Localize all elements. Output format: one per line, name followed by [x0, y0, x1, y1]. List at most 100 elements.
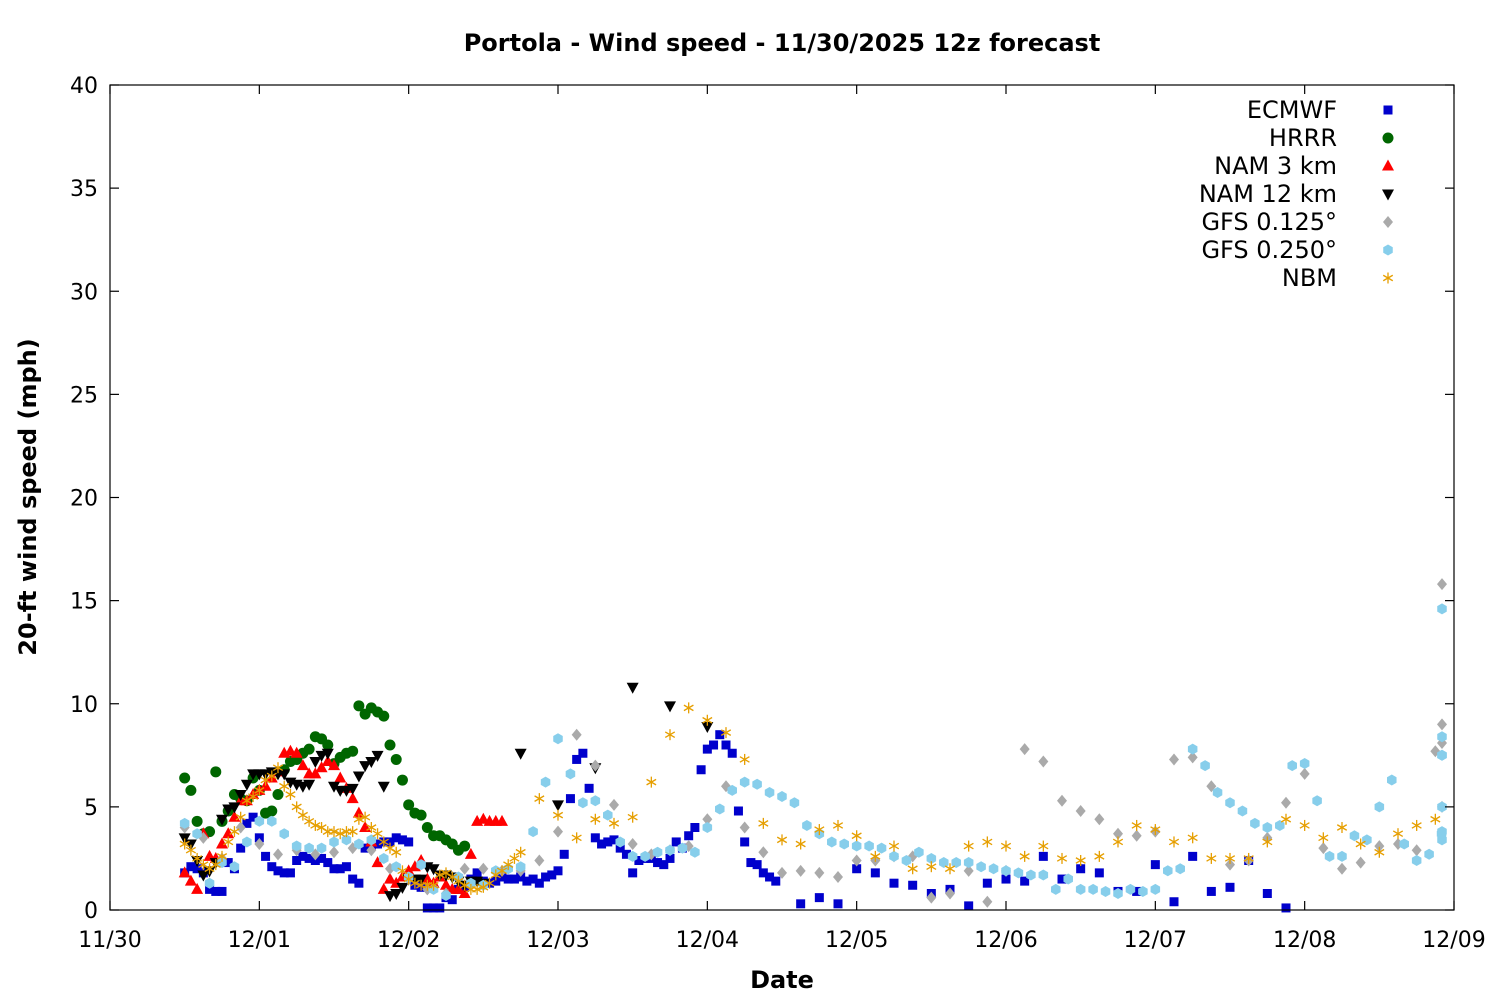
data-point — [347, 745, 359, 757]
data-point — [378, 836, 389, 848]
data-point — [421, 872, 434, 884]
data-point — [1212, 786, 1223, 798]
data-point — [267, 815, 277, 827]
data-point — [1324, 850, 1335, 862]
data-point — [285, 789, 296, 800]
y-tick-label: 5 — [84, 796, 98, 821]
plot-area — [178, 578, 1447, 913]
x-tick-label: 12/06 — [974, 928, 1037, 953]
data-point — [484, 877, 495, 889]
data-point — [515, 861, 526, 873]
data-point — [1206, 852, 1217, 864]
data-point — [390, 753, 402, 765]
data-point — [278, 769, 291, 781]
data-point — [1038, 755, 1049, 768]
data-point — [571, 728, 582, 741]
data-point — [1243, 852, 1254, 864]
data-point — [1150, 824, 1161, 836]
data-point — [963, 864, 974, 877]
data-point — [509, 852, 520, 864]
data-point — [833, 899, 843, 909]
y-tick-label: 30 — [70, 280, 98, 305]
data-point — [354, 878, 364, 888]
data-point — [1187, 743, 1198, 755]
legend-label: HRRR — [1269, 124, 1337, 152]
data-point — [677, 842, 688, 854]
data-point — [578, 797, 588, 809]
data-point — [310, 819, 321, 831]
data-point — [1019, 743, 1030, 756]
data-point — [335, 864, 345, 874]
data-point — [758, 817, 769, 829]
data-point — [702, 822, 713, 833]
data-point — [1355, 856, 1366, 869]
data-point — [552, 809, 564, 821]
data-point — [664, 729, 676, 741]
data-point — [1262, 822, 1273, 833]
data-point — [802, 819, 812, 831]
y-tick-label: 40 — [70, 74, 98, 99]
data-point — [976, 861, 986, 873]
data-point — [204, 877, 215, 889]
data-point — [1063, 873, 1073, 885]
data-point — [452, 882, 465, 894]
data-point — [447, 895, 457, 905]
data-point — [303, 779, 316, 791]
data-point — [421, 822, 433, 833]
y-tick-label: 15 — [70, 590, 98, 615]
data-point — [186, 862, 196, 872]
y-tick-label: 10 — [70, 693, 98, 718]
data-point — [1094, 868, 1104, 878]
data-point — [758, 846, 769, 859]
data-point — [1280, 813, 1292, 825]
data-point — [391, 861, 401, 873]
data-point — [496, 865, 508, 877]
data-point — [328, 781, 340, 793]
data-point — [472, 868, 482, 878]
chart-title: Portola - Wind speed - 11/30/2025 12z fo… — [464, 29, 1101, 57]
data-point — [365, 757, 378, 768]
data-point — [179, 772, 191, 784]
data-point — [1038, 840, 1049, 852]
data-point — [353, 813, 364, 825]
data-point — [248, 791, 259, 803]
x-tick-label: 12/03 — [526, 928, 589, 953]
data-point — [379, 852, 389, 864]
data-point — [1299, 758, 1310, 770]
data-point — [415, 809, 427, 821]
data-point — [659, 860, 669, 870]
data-point — [945, 887, 955, 900]
data-point — [765, 872, 775, 882]
data-point — [1355, 838, 1366, 850]
data-point — [217, 886, 227, 896]
data-point — [371, 856, 384, 868]
data-point — [597, 839, 607, 849]
data-point — [515, 846, 526, 858]
data-point — [907, 863, 918, 875]
data-point — [1262, 889, 1272, 898]
x-tick-label: 12/04 — [676, 928, 739, 953]
data-point — [1349, 830, 1360, 842]
data-point — [1374, 846, 1385, 858]
data-point — [273, 848, 283, 861]
x-tick-label: 12/09 — [1422, 928, 1485, 953]
data-point — [1187, 751, 1198, 764]
data-point — [366, 844, 377, 857]
data-point — [1169, 753, 1179, 766]
data-point — [291, 801, 302, 813]
data-point — [1131, 819, 1142, 831]
data-point — [335, 828, 346, 840]
data-point — [321, 755, 334, 766]
legend-marker — [1382, 159, 1394, 171]
data-point — [323, 858, 333, 868]
data-point — [458, 887, 471, 898]
data-point — [404, 837, 414, 847]
data-point — [1437, 718, 1447, 731]
data-point — [272, 789, 284, 800]
data-point — [609, 835, 619, 845]
data-point — [615, 843, 625, 853]
data-point — [217, 857, 227, 869]
data-point — [715, 803, 725, 815]
data-point — [1020, 876, 1030, 886]
